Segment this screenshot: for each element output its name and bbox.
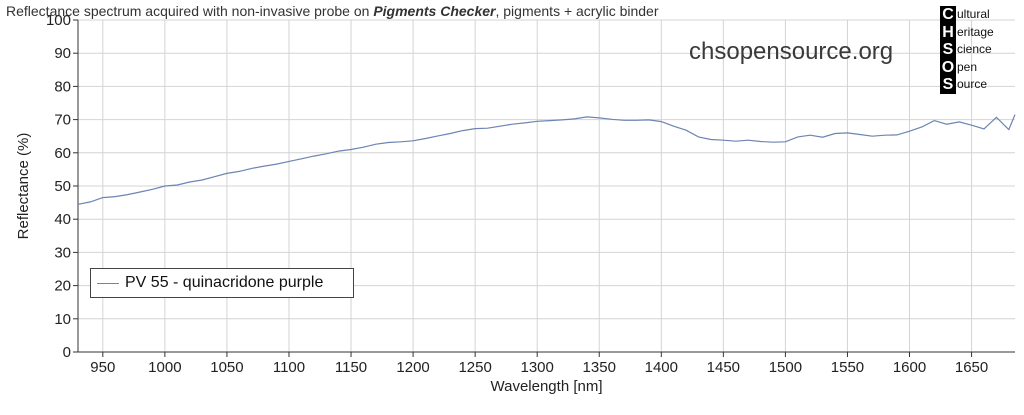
y-tick-label: 60 — [54, 145, 71, 162]
x-tick-label: 950 — [90, 359, 115, 376]
chsos-logo: C ultural H eritage S cience O pen S our… — [940, 6, 1024, 94]
logo-row: H eritage — [940, 24, 1024, 42]
x-axis-label: Wavelength [nm] — [491, 378, 603, 395]
x-tick-label: 1400 — [645, 359, 678, 376]
logo-letter-column — [940, 6, 956, 94]
y-tick-label: 30 — [54, 244, 71, 261]
watermark-url: chsopensource.org — [689, 38, 894, 65]
title-emphasis: Pigments Checker — [373, 3, 496, 19]
chart-title: Reflectance spectrum acquired with non-i… — [6, 3, 659, 19]
x-tick-label: 1000 — [148, 359, 181, 376]
logo-word: ultural — [957, 7, 990, 21]
logo-row: O pen — [940, 59, 1024, 77]
series-line — [77, 114, 1016, 205]
y-tick-label: 40 — [54, 211, 71, 228]
legend-label: PV 55 - quinacridone purple — [125, 274, 324, 291]
logo-row: S ource — [940, 76, 1024, 94]
y-tick-label: 0 — [63, 344, 71, 361]
logo-letter: C — [942, 6, 954, 23]
x-tick-label: 1550 — [831, 359, 864, 376]
y-tick-label: 10 — [54, 311, 71, 328]
logo-row: C ultural — [940, 6, 1024, 24]
x-tick-label: 1100 — [273, 359, 305, 376]
title-suffix: , pigments + acrylic binder — [495, 3, 659, 19]
x-tick-label: 1650 — [955, 359, 988, 376]
x-tick-label: 1300 — [521, 359, 554, 376]
logo-letter: O — [941, 58, 955, 76]
logo-word: eritage — [957, 24, 994, 39]
logo-word: pen — [957, 59, 978, 74]
logo-letter: H — [942, 23, 954, 41]
x-tick-label: 1350 — [583, 359, 616, 376]
logo-word: cience — [957, 42, 992, 57]
x-tick-label: 1250 — [458, 359, 491, 376]
logo-letter: S — [942, 41, 954, 59]
y-tick-label: 100 — [46, 12, 71, 29]
x-tick-label: 1200 — [396, 359, 429, 376]
x-tick-label: 1500 — [769, 359, 802, 376]
legend-swatch — [97, 283, 119, 284]
y-tick-label: 20 — [54, 278, 71, 295]
chart-legend: PV 55 - quinacridone purple — [90, 268, 354, 298]
y-tick-label: 90 — [54, 45, 71, 62]
x-tick-label: 1050 — [210, 359, 243, 376]
y-tick-label: 70 — [54, 112, 71, 129]
y-tick-label: 50 — [54, 178, 71, 195]
title-prefix: Reflectance spectrum acquired with non-i… — [6, 3, 374, 19]
y-tick-label: 80 — [54, 78, 71, 95]
x-tick-label: 1450 — [707, 359, 740, 376]
logo-word: ource — [957, 77, 988, 92]
logo-letter: S — [942, 76, 954, 94]
logo-row: S cience — [940, 41, 1024, 59]
x-tick-label: 1150 — [335, 359, 367, 376]
x-tick-label: 1600 — [893, 359, 926, 376]
y-axis-label: Reflectance (%) — [15, 133, 32, 240]
